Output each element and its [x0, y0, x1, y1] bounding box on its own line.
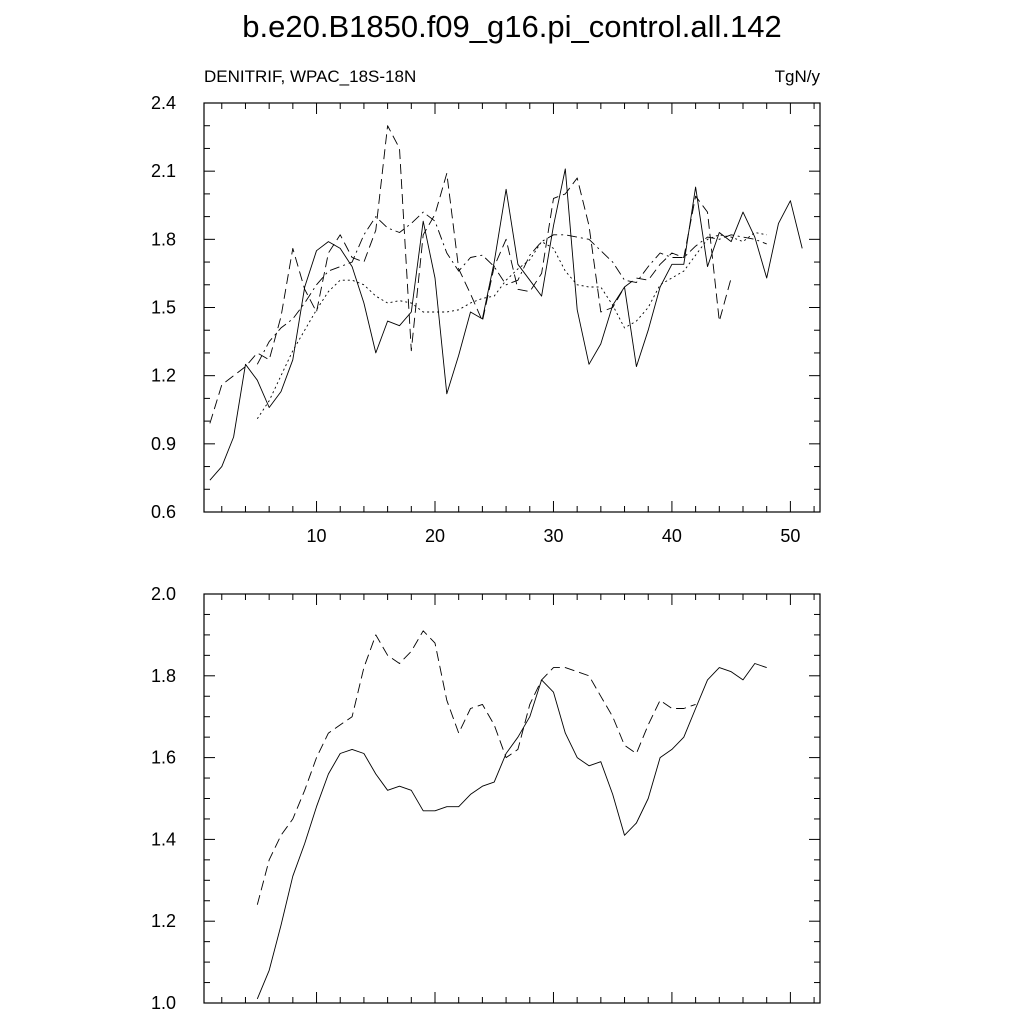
- panel-1-series-1-solid-line: [209, 168, 803, 481]
- panel-1-frame: [203, 102, 821, 513]
- panel-2-y-tick-label: 1.2: [151, 911, 176, 931]
- panel-1-subtitle-left: DENITRIF, WPAC_18S-18N: [204, 67, 416, 86]
- panel-1-x-tick-label: 20: [425, 526, 445, 546]
- panel-1-series-3-dash-dot-line: [256, 211, 767, 365]
- panel-2-y-tick-label: 1.0: [151, 993, 176, 1013]
- panel-1-y-tick-label: 1.5: [151, 298, 176, 318]
- panel-2-plot: 1.0 1.2 1.4 1.6 1.8 2.0: [151, 584, 821, 1013]
- panel-2-frame: [203, 593, 821, 1004]
- panel-2-y-tick-label: 1.4: [151, 829, 176, 849]
- panel-1-y-tick-label: 1.2: [151, 366, 176, 386]
- panel-2-series-2-solid-line: [256, 663, 767, 1000]
- panel-2-y-tick-label: 1.8: [151, 666, 176, 686]
- panel-1-series-4-dotted-line: [256, 232, 767, 420]
- panel-1-x-tick-label: 30: [543, 526, 563, 546]
- panel-1-x-tick-label: 50: [780, 526, 800, 546]
- panel-2-y-tick-label: 2.0: [151, 584, 176, 604]
- panel-1-y-tick-label: 1.8: [151, 229, 176, 249]
- panel-1-y-tick-label: 2.4: [151, 93, 176, 113]
- panel-1-subtitle-right: TgN/y: [775, 67, 821, 86]
- chart-title: b.e20.B1850.f09_g16.pi_control.all.142: [242, 9, 782, 44]
- panel-2-series-1-dashed-line: [256, 630, 696, 905]
- panel-1-y-tick-label: 0.6: [151, 502, 176, 522]
- panel-1-y-tick-label: 2.1: [151, 161, 176, 181]
- panel-1-plot: 10 20 30 40 50 0.6 0.9 1.2 1.5 1.8 2.1 2.4: [151, 93, 821, 546]
- panel-1-y-tick-label: 0.9: [151, 434, 176, 454]
- panel-2-y-tick-label: 1.6: [151, 748, 176, 768]
- panel-1-x-tick-label: 10: [307, 526, 327, 546]
- panel-1-x-tick-label: 40: [662, 526, 682, 546]
- panel-1-series-2-dashed-line: [209, 125, 732, 424]
